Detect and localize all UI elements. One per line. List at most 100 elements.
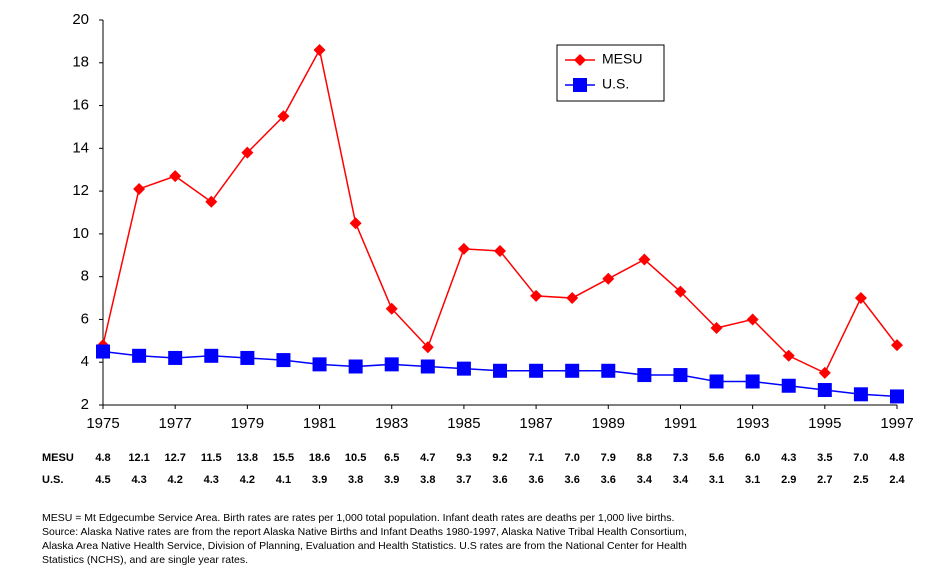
marker [457, 242, 470, 255]
x-tick-label: 1977 [158, 415, 191, 432]
marker [673, 368, 688, 383]
marker [674, 285, 687, 298]
marker [781, 378, 796, 393]
marker [745, 374, 760, 389]
table-value: 3.9 [384, 474, 399, 486]
y-tick-label: 4 [81, 353, 89, 370]
table-value: 3.9 [312, 474, 327, 486]
table-value: 2.5 [853, 474, 868, 486]
table-value: 4.7 [420, 452, 435, 464]
table-value: 12.7 [164, 452, 185, 464]
marker [277, 110, 290, 123]
marker [241, 146, 254, 159]
marker [385, 302, 398, 315]
table-value: 3.8 [348, 474, 363, 486]
marker [601, 363, 616, 378]
y-tick-label: 10 [72, 225, 89, 242]
table-value: 5.6 [709, 452, 724, 464]
marker [133, 182, 146, 195]
table-value: 3.8 [420, 474, 435, 486]
marker [854, 292, 867, 305]
table-value: 2.4 [889, 474, 905, 486]
marker [891, 339, 903, 352]
x-tick-label: 1995 [808, 415, 841, 432]
table-value: 6.5 [384, 452, 399, 464]
footnote: Source: Alaska Native rates are from the… [42, 526, 687, 538]
table-value: 11.5 [201, 452, 222, 464]
x-tick-label: 1979 [231, 415, 264, 432]
marker [420, 359, 435, 374]
legend-label: U.S. [602, 76, 629, 92]
table-value: 3.6 [601, 474, 616, 486]
legend-marker [573, 78, 587, 92]
table-value: 10.5 [345, 452, 366, 464]
marker [890, 389, 904, 404]
legend-label: MESU [602, 51, 642, 67]
legend-marker [574, 54, 586, 66]
marker [349, 217, 362, 230]
marker [817, 383, 832, 398]
marker [169, 170, 182, 183]
table-value: 4.3 [131, 474, 146, 486]
marker [710, 322, 723, 334]
y-tick-label: 18 [72, 54, 89, 71]
marker [746, 313, 759, 326]
marker [493, 363, 507, 378]
table-value: 9.2 [492, 452, 507, 464]
marker [602, 272, 615, 285]
marker [709, 374, 724, 389]
table-value: 4.8 [95, 452, 110, 464]
marker [313, 43, 326, 56]
footnote: Statistics (NCHS), and are single year r… [42, 554, 248, 566]
x-tick-label: 1975 [86, 415, 119, 432]
marker [782, 349, 795, 362]
marker [638, 253, 651, 266]
table-value: 9.3 [456, 452, 471, 464]
marker [529, 363, 544, 378]
table-value: 12.1 [128, 452, 149, 464]
footnote: Alaska Area Native Health Service, Divis… [42, 540, 687, 552]
marker [637, 368, 652, 383]
table-value: 8.8 [637, 452, 652, 464]
marker [204, 348, 219, 363]
table-value: 7.0 [853, 452, 868, 464]
y-tick-label: 6 [81, 310, 89, 327]
marker [456, 361, 471, 376]
table-value: 3.4 [673, 474, 689, 486]
marker [96, 344, 110, 359]
marker [384, 357, 399, 372]
marker [494, 245, 506, 257]
y-tick-label: 16 [72, 97, 89, 114]
y-tick-label: 20 [72, 11, 89, 28]
table-value: 13.8 [237, 452, 258, 464]
marker [566, 292, 579, 305]
y-tick-label: 2 [81, 396, 89, 413]
table-value: 3.6 [492, 474, 507, 486]
series-line [102, 47, 898, 374]
table-value: 4.3 [204, 474, 219, 486]
table-value: 7.0 [565, 452, 580, 464]
table-value: 3.5 [817, 452, 832, 464]
table-row-label: U.S. [42, 474, 63, 486]
marker [312, 357, 327, 372]
table-value: 4.2 [168, 474, 183, 486]
x-tick-label: 1991 [664, 415, 697, 432]
x-tick-label: 1997 [880, 415, 913, 432]
x-tick-label: 1987 [519, 415, 552, 432]
marker [240, 350, 255, 365]
footnote: MESU = Mt Edgecumbe Service Area. Birth … [42, 512, 674, 524]
marker [853, 387, 868, 402]
table-value: 3.6 [565, 474, 580, 486]
table-row-label: MESU [42, 452, 74, 464]
marker [818, 366, 831, 379]
marker [132, 348, 147, 363]
marker [168, 350, 183, 365]
marker [276, 353, 291, 368]
table-value: 4.1 [276, 474, 291, 486]
table-value: 7.9 [601, 452, 616, 464]
x-tick-label: 1989 [592, 415, 625, 432]
table-value: 6.0 [745, 452, 760, 464]
table-value: 3.6 [528, 474, 543, 486]
